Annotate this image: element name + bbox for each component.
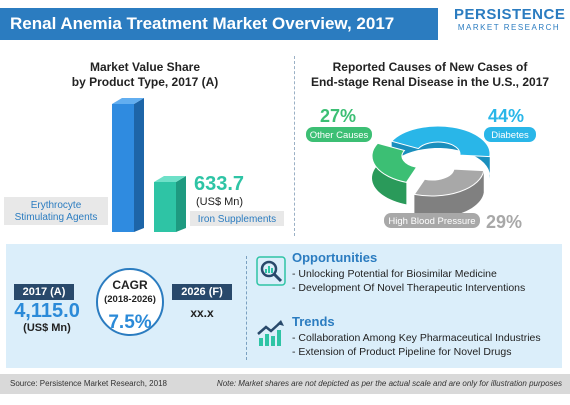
donut-slice-hbp bbox=[413, 168, 485, 197]
header: Renal Anemia Treatment Market Overview, … bbox=[0, 0, 570, 44]
esa-label-line1: Erythrocyte bbox=[31, 200, 82, 211]
value-2017: 4,115.0 bbox=[14, 300, 80, 322]
unit-2017: (US$ Mn) bbox=[23, 322, 71, 334]
esa-label-line2: Stimulating Agents bbox=[15, 212, 98, 223]
cagr-value: 7.5% bbox=[108, 312, 152, 333]
logo-sub-text: MARKET RESEARCH bbox=[457, 23, 561, 32]
page-title: Renal Anemia Treatment Market Overview, … bbox=[0, 8, 438, 40]
diabetes-label: Diabetes bbox=[491, 130, 529, 141]
iron-label: Iron Supplements bbox=[198, 214, 276, 225]
opportunities-heading: Opportunities bbox=[292, 250, 378, 265]
hbp-label: High Blood Pressure bbox=[388, 216, 475, 227]
value-2026: xx.x bbox=[190, 306, 214, 320]
hbp-pct: 29% bbox=[486, 212, 522, 232]
bar-chart-title: Market Value Share by Product Type, 2017… bbox=[40, 60, 250, 90]
logo-main-text: PERSISTENCE bbox=[454, 6, 566, 23]
other-label: Other Causes bbox=[310, 130, 369, 141]
pie-chart-title-line2: End-stage Renal Disease in the U.S., 201… bbox=[310, 75, 550, 89]
footer-note: Note: Market shares are not depicted as … bbox=[216, 379, 562, 388]
panel-divider bbox=[294, 56, 295, 236]
bar-chart-title-line2: by Product Type, 2017 (A) bbox=[71, 75, 219, 89]
diabetes-label-box bbox=[484, 127, 536, 142]
trend-item-1: - Collaboration Among Key Pharmaceutical… bbox=[292, 332, 541, 344]
opportunity-item-2: - Development Of Novel Therapeutic Inter… bbox=[292, 282, 526, 294]
bar-chart: Erythrocyte Stimulating Agents 633.7 (US… bbox=[4, 98, 284, 232]
year-2017-badge: 2017 (A) bbox=[14, 284, 74, 300]
iron-label-box bbox=[190, 211, 284, 226]
iron-unit: (US$ Mn) bbox=[196, 196, 243, 208]
brand-logo: PERSISTENCE MARKET RESEARCH bbox=[454, 6, 566, 40]
bar-esa-side bbox=[134, 98, 144, 232]
donut-slice-hbp-wall bbox=[414, 170, 484, 218]
hbp-label-box bbox=[384, 213, 480, 228]
year-2026-badge: 2026 (F) bbox=[172, 284, 232, 300]
pie-chart-title: Reported Causes of New Cases of End-stag… bbox=[300, 60, 560, 90]
opportunity-item-1: - Unlocking Potential for Biosimilar Med… bbox=[292, 268, 497, 280]
other-label-box bbox=[306, 127, 372, 142]
bar-esa-top bbox=[112, 98, 144, 104]
bar-iron-front bbox=[154, 182, 176, 232]
cagr-circle bbox=[96, 268, 164, 336]
charts-canvas: Erythrocyte Stimulating Agents 633.7 (US… bbox=[4, 98, 536, 232]
other-pct: 27% bbox=[320, 106, 356, 126]
donut-slice-other-wall bbox=[372, 143, 407, 205]
trends-heading: Trends bbox=[292, 314, 335, 329]
pie-chart-title-line1: Reported Causes of New Cases of bbox=[332, 60, 528, 74]
donut-chart bbox=[371, 125, 491, 218]
trend-item-2: - Extension of Product Pipeline for Nove… bbox=[292, 346, 512, 358]
iron-value: 633.7 bbox=[194, 173, 244, 195]
donut-slice-other bbox=[371, 142, 418, 183]
bar-iron-top bbox=[154, 176, 186, 182]
diabetes-pct: 44% bbox=[488, 106, 524, 126]
bar-iron-side bbox=[176, 176, 186, 232]
esa-label-box bbox=[4, 197, 108, 225]
footer-source: Source: Persistence Market Research, 201… bbox=[10, 379, 167, 388]
bar-esa-front bbox=[112, 104, 134, 232]
donut-slice-diabetes bbox=[390, 125, 491, 158]
bar-chart-title-line1: Market Value Share bbox=[89, 60, 201, 74]
trend-up-icon bbox=[257, 320, 284, 346]
footer: Source: Persistence Market Research, 201… bbox=[0, 374, 570, 394]
magnifier-chart-icon bbox=[256, 256, 286, 286]
cagr-period: (2018-2026) bbox=[104, 294, 156, 305]
summary-divider bbox=[246, 256, 247, 360]
cagr-label: CAGR bbox=[112, 278, 148, 292]
